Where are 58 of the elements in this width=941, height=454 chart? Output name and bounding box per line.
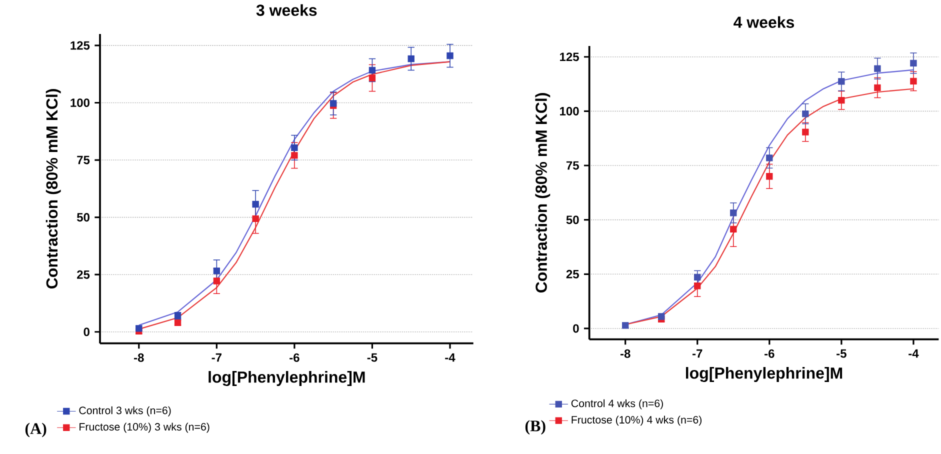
point (213, 268, 220, 274)
point (766, 154, 773, 162)
x-tick-label: -5 (836, 349, 846, 358)
point (368, 66, 376, 74)
x-tick-label: -5 (367, 353, 378, 362)
x-tick-label: -7 (692, 349, 702, 358)
point (838, 78, 845, 85)
y-axis-title: Contraction (80% mM KCl) (535, 93, 550, 292)
point (694, 282, 701, 290)
y-tick-label: 125 (560, 52, 579, 62)
point (802, 128, 809, 136)
y-tick-label: 25 (566, 270, 579, 278)
point (291, 144, 298, 151)
y-tick-label: 75 (77, 156, 90, 164)
point (730, 210, 737, 216)
y-tick-label: 0 (84, 328, 90, 336)
point (252, 215, 259, 222)
point (910, 78, 917, 85)
point (368, 74, 376, 82)
y-tick-label: 50 (76, 213, 90, 222)
legend-label: Control 3 wks (n=6) (79, 406, 171, 416)
x-tick-label: -4 (908, 349, 919, 358)
point (291, 152, 298, 159)
x-tick-label: -4 (445, 353, 456, 362)
x-axis-title: log[Phenylephrine]M (208, 371, 365, 386)
point (766, 173, 773, 180)
point (874, 65, 881, 72)
x-tick-label: -8 (134, 353, 144, 362)
text: (B) (525, 420, 546, 435)
legend-label: Control 4 wks (n=6) (571, 399, 663, 410)
legend-label: Fructose (10%) 4 wks (n=6) (572, 416, 702, 426)
legend-label: Fructose (10%) 3 wks (n=6) (80, 422, 210, 433)
x-axis-title: log[Phenylephrine]M (686, 367, 842, 382)
y-tick-label: 100 (70, 98, 90, 107)
y-axis-title: Contraction (80% mM KCl) (46, 89, 61, 288)
x-tick-label: -7 (212, 353, 222, 362)
y-tick-label: 0 (573, 324, 579, 333)
point (874, 84, 881, 92)
point (252, 200, 259, 208)
y-tick-label: 50 (566, 216, 579, 224)
point (730, 226, 737, 233)
point (694, 274, 701, 281)
y-tick-label: 75 (566, 161, 579, 170)
y-tick-label: 25 (77, 270, 90, 279)
x-tick-label: -6 (290, 353, 300, 362)
point (802, 110, 809, 118)
y-tick-label: 125 (70, 41, 90, 50)
x-tick-label: -8 (620, 349, 630, 358)
y-tick-label: 100 (560, 106, 579, 116)
chart-title: 4 weeks (734, 16, 794, 28)
point (838, 96, 845, 104)
point (910, 60, 917, 66)
point (213, 278, 220, 284)
text: (A) (25, 422, 46, 438)
point (408, 55, 414, 62)
point (446, 52, 454, 60)
chart-title: 3 weeks (256, 4, 317, 16)
x-tick-label: -6 (764, 349, 774, 358)
